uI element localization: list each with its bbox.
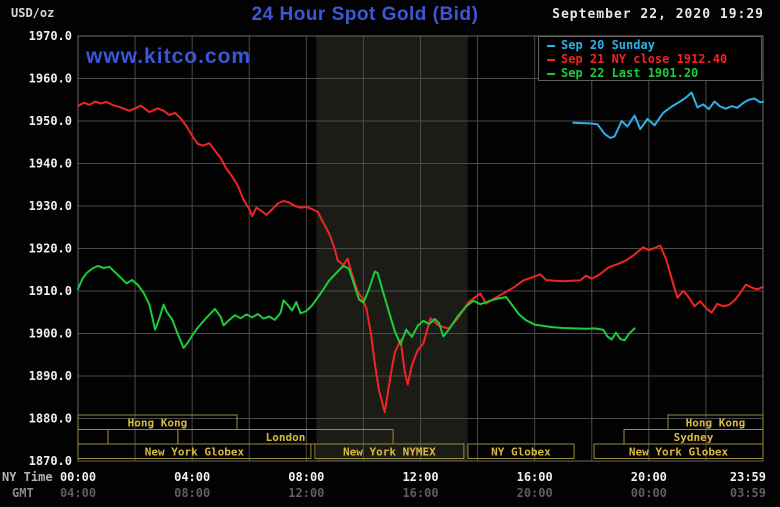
session-label: London [266,431,306,444]
session-label: New York Globex [145,446,245,459]
y-tick-label: 1940.0 [29,157,72,171]
gmt-time-tick: 12:00 [288,486,324,500]
session-box-new-york-globex [593,443,764,459]
gmt-time-tick: 03:59 [730,486,766,500]
y-tick-label: 1900.0 [29,327,72,341]
legend-dash-icon [547,58,555,61]
gmt-axis-label: GMT [12,486,34,500]
y-tick-label: 1970.0 [29,29,72,43]
ny-time-tick: 12:00 [402,470,438,484]
y-tick-label: 1890.0 [29,369,72,383]
legend-item-label: Sep 20 Sunday [561,38,655,52]
session-box-new-york-nymex [314,443,465,459]
legend-item-0: Sep 20 Sunday [539,38,761,52]
gmt-time-tick: 20:00 [517,486,553,500]
chart-timestamp: September 22, 2020 19:29 [552,7,764,22]
y-tick-label: 1920.0 [29,242,72,256]
ny-time-axis-label: NY Time [2,470,53,484]
kitco-watermark: www.kitco.com [86,45,252,68]
y-tick-label: 1870.0 [29,454,72,468]
gmt-time-tick: 16:00 [402,486,438,500]
legend-item-label: Sep 22 Last 1901.20 [561,66,699,80]
ny-time-tick: 08:00 [288,470,324,484]
y-tick-label: 1930.0 [29,199,72,213]
legend-dash-icon [547,44,555,47]
legend-item-label: Sep 21 NY close 1912.40 [561,52,728,66]
session-box-unlabeled [107,429,179,445]
y-tick-label: 1880.0 [29,412,72,426]
session-box-ny-globex [467,443,575,459]
ny-time-tick: 16:00 [517,470,553,484]
session-box-new-york-globex [77,443,312,459]
series-line-1 [77,100,764,414]
ny-time-tick: 20:00 [631,470,667,484]
session-label: Hong Kong [128,417,188,430]
ny-time-tick: 23:59 [730,470,766,484]
gmt-time-tick: 00:00 [631,486,667,500]
session-label: Sydney [674,431,714,444]
y-tick-label: 1960.0 [29,72,72,86]
session-label: NY Globex [491,446,551,459]
y-axis-units-label: USD/oz [11,6,55,20]
gmt-time-tick: 04:00 [60,486,96,500]
y-tick-label: 1910.0 [29,284,72,298]
session-label: New York NYMEX [343,446,436,459]
session-label: New York Globex [629,446,729,459]
series-line-0 [572,91,764,139]
ny-time-tick: 04:00 [174,470,210,484]
legend-box: Sep 20 Sunday Sep 21 NY close 1912.40 Sep … [538,36,762,81]
session-label: Hong Kong [686,417,746,430]
ny-time-tick: 00:00 [60,470,96,484]
session-box-unlabeled [77,429,109,445]
legend-item-1: Sep 21 NY close 1912.40 [539,52,761,66]
plot-border [77,35,764,462]
chart-title: 24 Hour Spot Gold (Bid) [251,4,479,25]
legend-item-2: Sep 22 Last 1901.20 [539,66,761,80]
series-line-2 [77,264,636,349]
y-tick-label: 1950.0 [29,114,72,128]
gmt-time-tick: 08:00 [174,486,210,500]
legend-dash-icon [547,72,555,75]
